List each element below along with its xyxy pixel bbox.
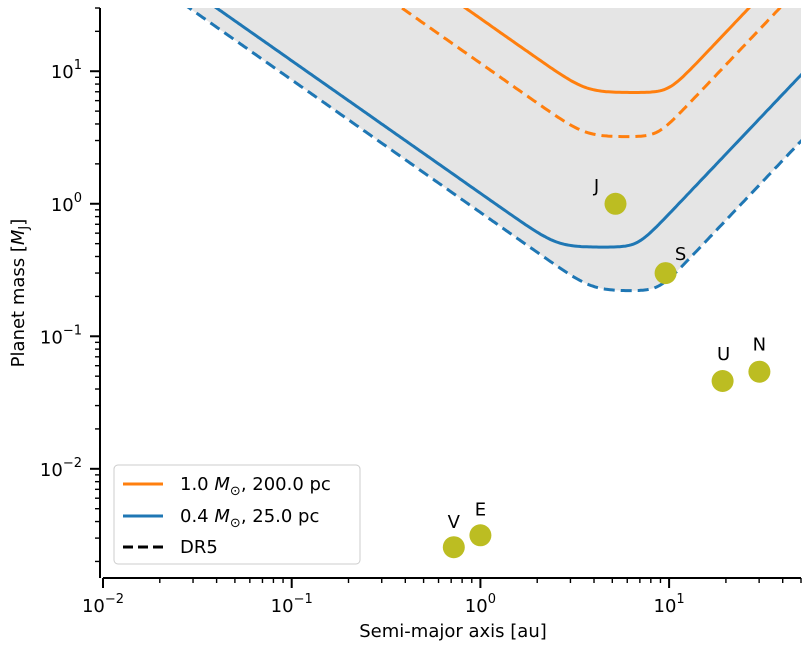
planet-label-U: U (717, 344, 730, 365)
planet-marker-S (654, 262, 677, 285)
series-line-0 (462, 8, 751, 94)
planet-label-S: S (675, 244, 686, 265)
legend-box (113, 464, 361, 565)
planet-label-E: E (475, 499, 486, 520)
legend-entry-blue: 0.4 M⊙, 25.0 pc (180, 506, 319, 531)
x-axis-label: Semi-major axis [au] (359, 621, 547, 642)
y-tick-label: 100 (51, 191, 82, 216)
y-tick-label: 10−1 (40, 323, 82, 348)
y-tick-label: 10−2 (40, 456, 82, 481)
planet-marker-J (604, 192, 627, 215)
planet-label-N: N (753, 335, 766, 356)
x-tick-label: 100 (465, 592, 496, 617)
series-line-2 (213, 8, 801, 249)
planet-marker-E (469, 524, 492, 547)
planet-marker-N (748, 360, 771, 383)
series-line-3 (186, 8, 801, 293)
planet-label-J: J (593, 176, 599, 197)
series-line-1 (399, 8, 782, 139)
legend: 1.0 M⊙, 200.0 pc 0.4 M⊙, 25.0 pc DR5 (113, 464, 361, 565)
planet-marker-V (442, 536, 465, 559)
legend-entry-dr5: DR5 (180, 537, 218, 558)
x-tick-label: 101 (654, 592, 685, 617)
detectable-region-shading (189, 8, 801, 291)
y-tick-label: 101 (51, 58, 82, 83)
planet-marker-U (711, 370, 734, 392)
planet-label-V: V (448, 512, 461, 533)
legend-entry-orange: 1.0 M⊙, 200.0 pc (180, 474, 331, 499)
x-tick-label: 10−2 (82, 592, 124, 617)
y-axis-label: Planet mass [MJ] (8, 219, 32, 368)
x-tick-label: 10−1 (271, 592, 313, 617)
